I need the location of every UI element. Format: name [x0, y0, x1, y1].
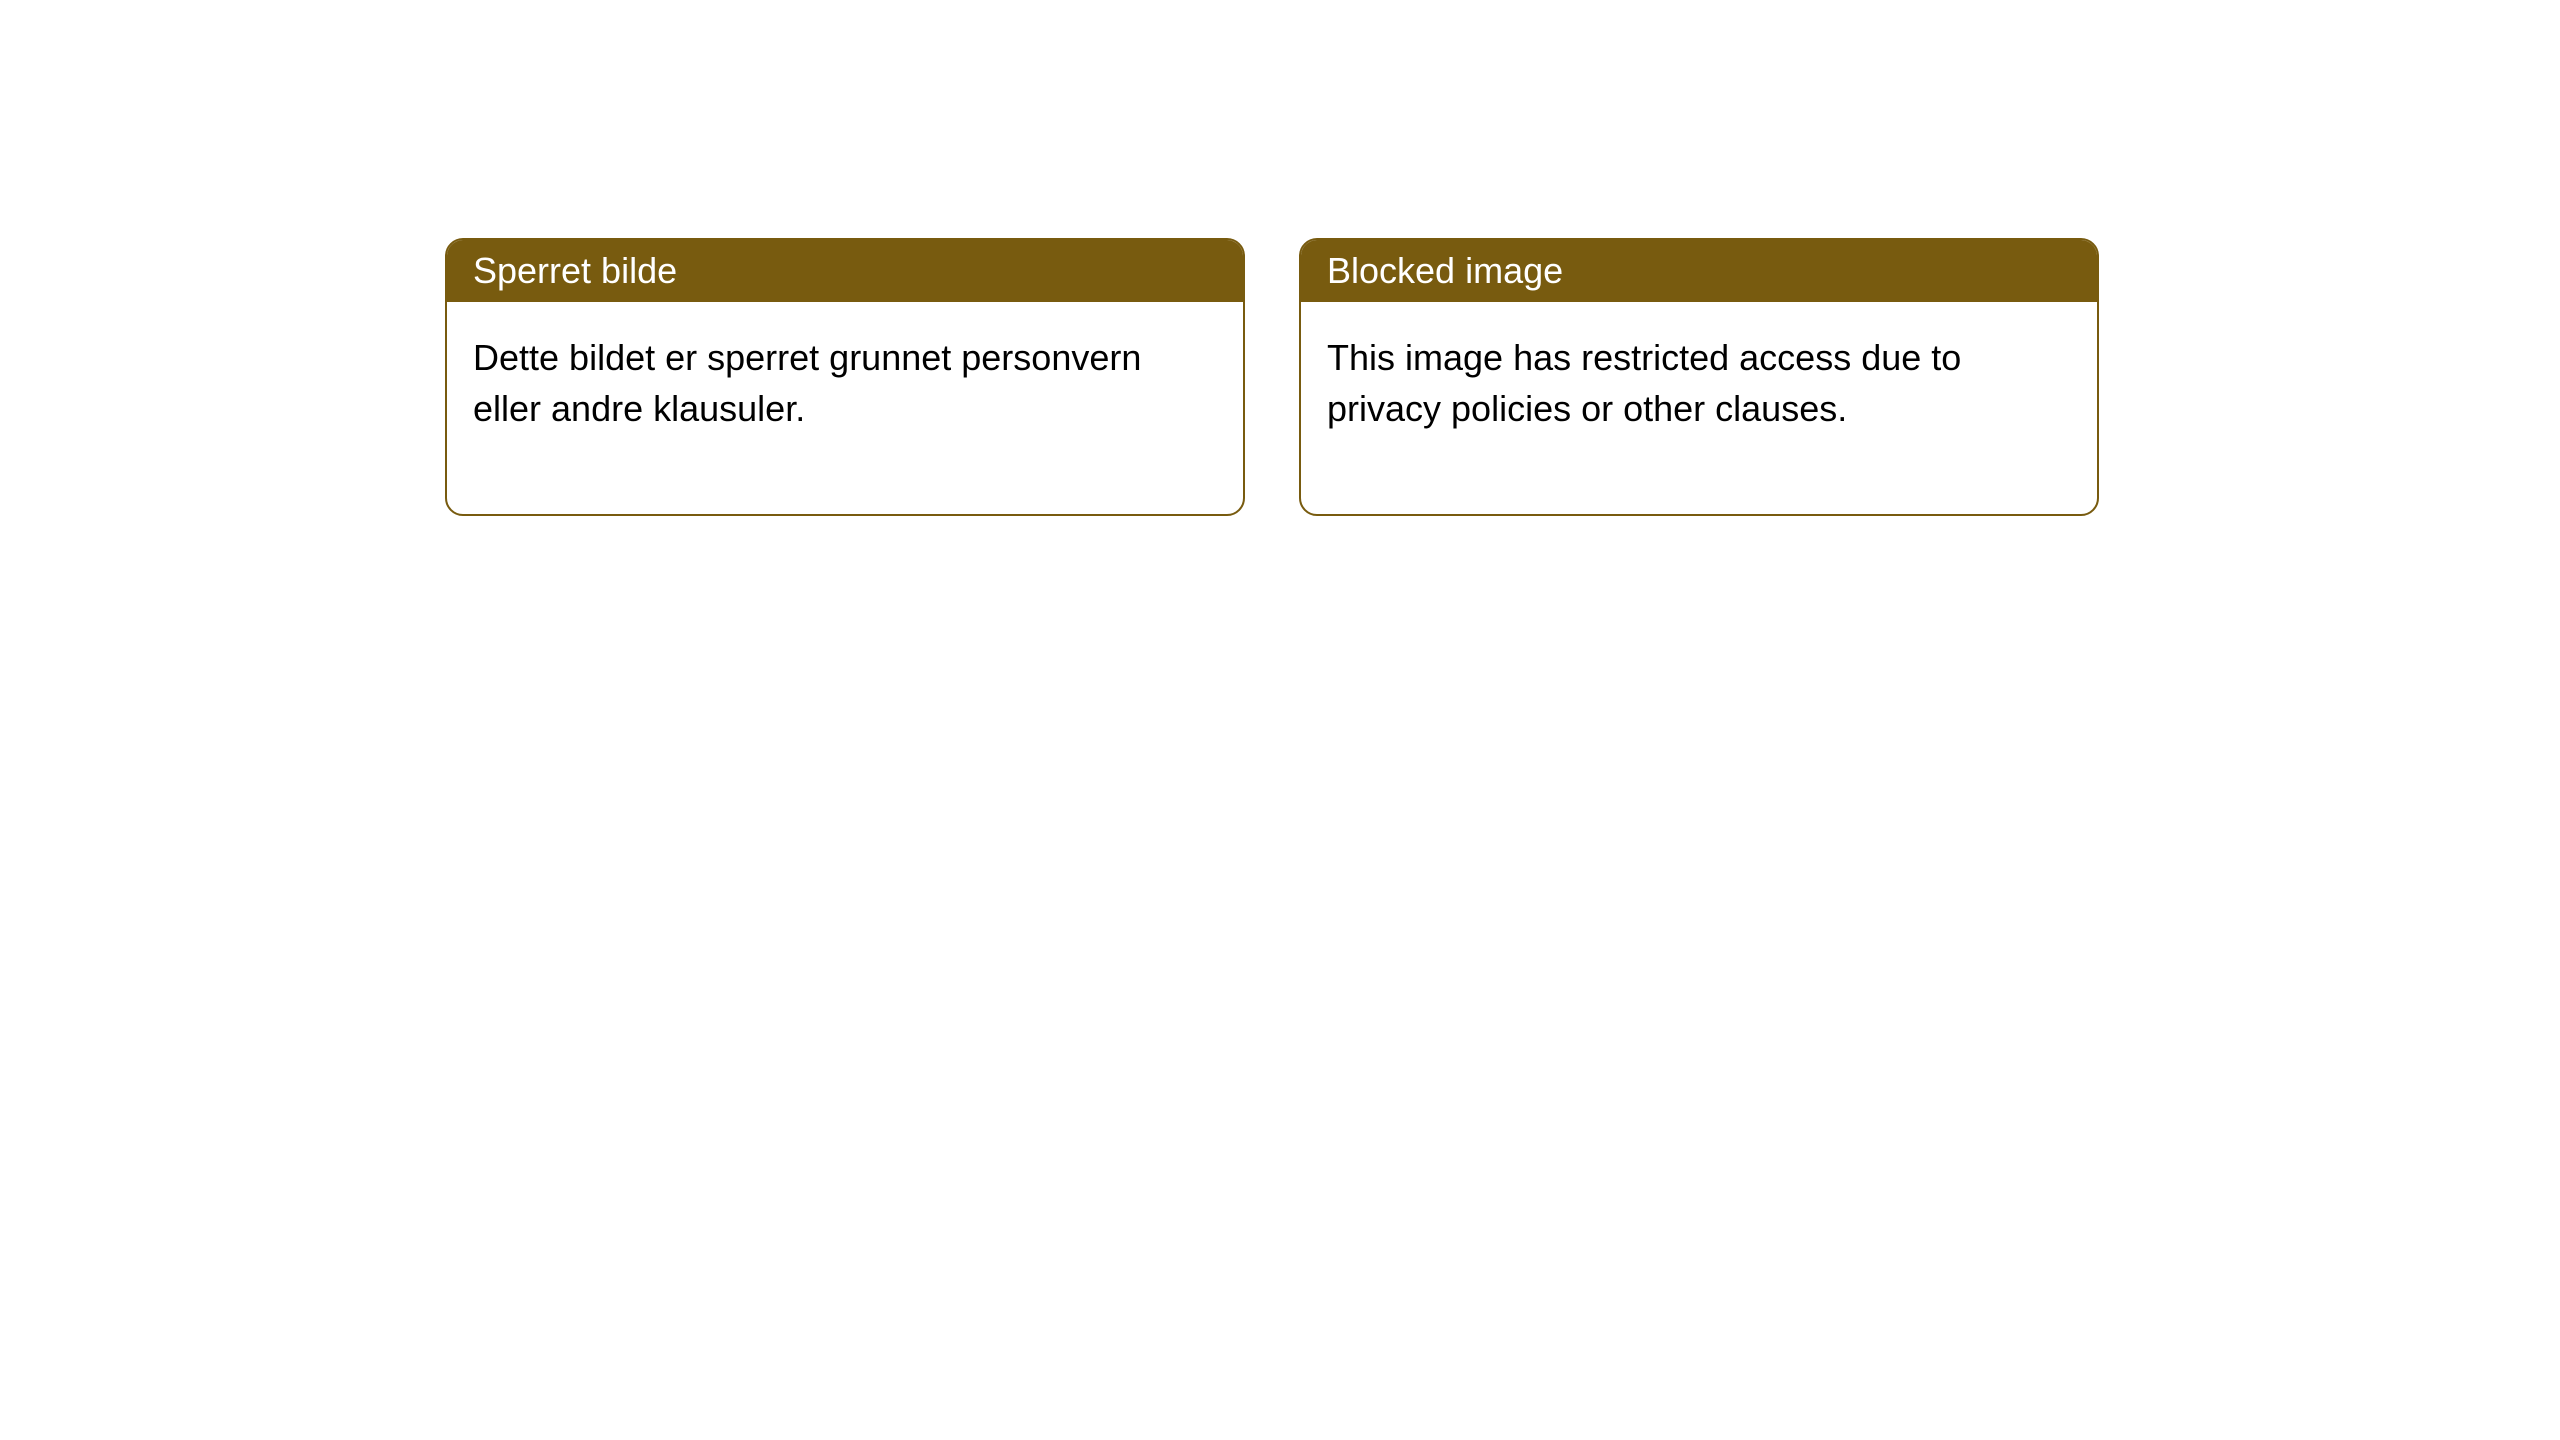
card-title: Blocked image	[1327, 250, 1563, 291]
card-body-text: Dette bildet er sperret grunnet personve…	[473, 337, 1141, 429]
card-body: This image has restricted access due to …	[1301, 302, 2097, 514]
card-header: Blocked image	[1301, 240, 2097, 302]
blocked-image-card-en: Blocked image This image has restricted …	[1299, 238, 2099, 516]
blocked-image-card-no: Sperret bilde Dette bildet er sperret gr…	[445, 238, 1245, 516]
card-body: Dette bildet er sperret grunnet personve…	[447, 302, 1243, 514]
card-header: Sperret bilde	[447, 240, 1243, 302]
card-title: Sperret bilde	[473, 250, 677, 291]
card-body-text: This image has restricted access due to …	[1327, 337, 1961, 429]
card-row: Sperret bilde Dette bildet er sperret gr…	[445, 238, 2099, 516]
